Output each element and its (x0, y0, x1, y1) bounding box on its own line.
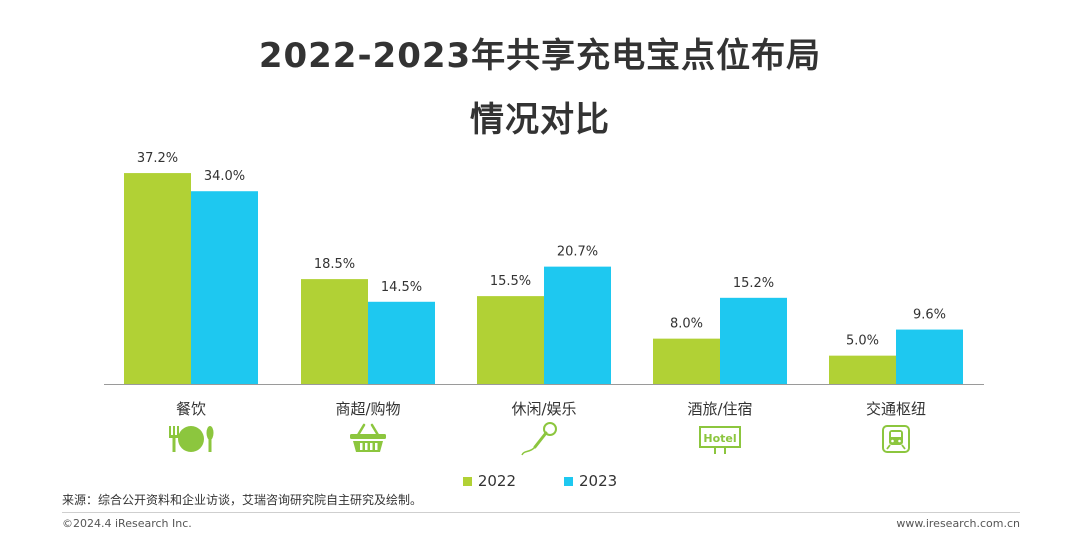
bar-2023-4 (720, 297, 787, 384)
data-label-2022-4: 8.0% (670, 317, 703, 332)
data-label-2023-3: 20.7% (557, 245, 598, 260)
source-note: 来源：综合公开资料和企业访谈，艾瑞咨询研究院自主研究及绘制。 (62, 493, 423, 507)
chart-title-line1: 2022-2023年共享充电宝点位布局 (258, 36, 822, 76)
chart-title-line2: 情况对比 (470, 100, 610, 140)
footer-divider (62, 512, 1020, 513)
data-label-2022-3: 15.5% (490, 274, 531, 289)
legend-label-2023: 2023 (579, 472, 618, 490)
bar-2023-3 (544, 266, 611, 384)
bar-2022-5 (829, 355, 896, 384)
microphone-icon (521, 422, 557, 456)
category-label-5: 交通枢纽 (866, 400, 926, 418)
hotel-sign-icon: Hotel (699, 426, 741, 454)
copyright: ©2024.4 iResearch Inc. (62, 517, 192, 530)
data-label-2023-2: 14.5% (381, 280, 422, 295)
legend-item-2022: 2022 (462, 472, 516, 490)
data-label-2023-4: 15.2% (733, 276, 774, 291)
category-label-1: 餐饮 (176, 400, 206, 418)
train-icon (882, 425, 910, 453)
data-label-2022-1: 37.2% (137, 151, 178, 166)
data-label-2023-5: 9.6% (913, 308, 946, 323)
data-label-2022-5: 5.0% (846, 334, 879, 349)
legend-label-2022: 2022 (477, 472, 516, 490)
bar-2022-1 (124, 173, 191, 384)
legend-swatch-2022 (462, 476, 472, 486)
data-label-2022-2: 18.5% (314, 257, 355, 272)
dining-icon (169, 426, 214, 452)
bar-2022-3 (477, 296, 544, 384)
category-label-2: 商超/购物 (335, 400, 400, 418)
website-link[interactable]: www.iresearch.com.cn (896, 517, 1020, 530)
bar-2023-2 (368, 301, 435, 384)
bar-2022-4 (653, 338, 720, 384)
data-label-2023-1: 34.0% (204, 169, 245, 184)
category-label-3: 休闲/娱乐 (511, 400, 576, 418)
legend: 2022 2023 (0, 472, 1080, 490)
legend-swatch-2023 (564, 476, 573, 486)
shopping-basket-icon (350, 423, 386, 452)
category-label-4: 酒旅/住宿 (687, 400, 752, 418)
bar-2022-2 (301, 279, 368, 384)
bar-2023-5 (896, 329, 963, 384)
hotel-icon-text: Hotel (703, 432, 736, 445)
legend-item-2023: 2023 (564, 472, 617, 490)
bar-2023-1 (191, 191, 258, 384)
